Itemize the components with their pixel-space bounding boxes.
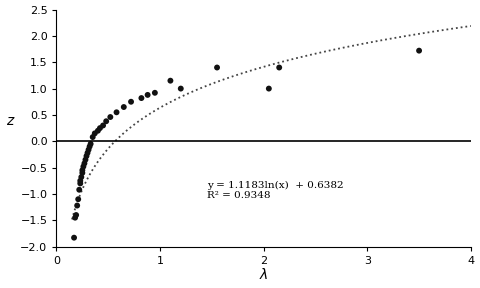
- Point: [77, 175, 85, 179]
- Text: y = 1.1183ln(x)  + 0.6382
R² = 0.9348: y = 1.1183ln(x) + 0.6382 R² = 0.9348: [207, 181, 343, 200]
- Point: [94, 128, 102, 133]
- Point: [84, 151, 91, 155]
- Point: [127, 99, 135, 104]
- Point: [79, 168, 86, 173]
- Point: [70, 235, 78, 240]
- Point: [76, 181, 84, 186]
- Point: [144, 93, 152, 97]
- Point: [75, 187, 83, 192]
- Point: [73, 203, 81, 208]
- Point: [83, 154, 90, 158]
- Point: [151, 90, 159, 95]
- Point: [107, 115, 114, 119]
- Point: [96, 126, 104, 130]
- Point: [415, 48, 423, 53]
- Point: [91, 131, 98, 136]
- Point: [99, 123, 107, 128]
- Point: [276, 65, 283, 70]
- Point: [177, 86, 185, 91]
- Point: [89, 135, 96, 139]
- Point: [102, 119, 110, 124]
- Point: [86, 144, 94, 149]
- Point: [82, 158, 89, 162]
- Point: [74, 197, 82, 202]
- Point: [76, 179, 84, 183]
- Point: [79, 170, 86, 175]
- Point: [167, 78, 174, 83]
- Point: [81, 161, 88, 166]
- Point: [113, 110, 120, 115]
- Point: [72, 213, 80, 217]
- Point: [80, 164, 87, 169]
- Point: [85, 147, 93, 152]
- Point: [138, 96, 145, 101]
- Point: [120, 105, 128, 109]
- Point: [87, 142, 95, 146]
- Y-axis label: z: z: [6, 114, 13, 128]
- X-axis label: λ: λ: [260, 268, 268, 283]
- Point: [213, 65, 221, 70]
- Point: [265, 86, 273, 91]
- Point: [71, 215, 79, 220]
